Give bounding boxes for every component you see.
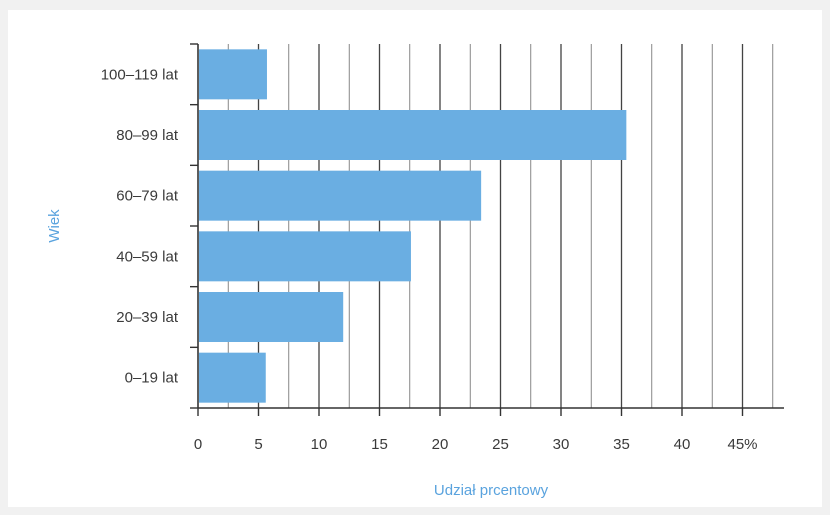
bars <box>199 49 627 403</box>
y-tick-label: 80–99 lat <box>116 127 179 144</box>
y-tick-label: 100–119 lat <box>101 66 179 83</box>
x-tick-label: 20 <box>432 436 449 453</box>
bar <box>199 231 411 282</box>
x-tick-label: 15 <box>371 436 388 453</box>
bar-chart: 100–119 lat 80–99 lat 60–79 lat 40–59 lat 20… <box>46 43 784 499</box>
x-tick-labels: 0 5 10 15 20 25 30 35 40 45% <box>194 436 758 453</box>
y-tick-label: 20–39 lat <box>116 309 179 326</box>
x-axis-title: Udział prcentowy <box>434 482 549 499</box>
x-tick-label: 10 <box>311 436 328 453</box>
x-tick-label: 40 <box>674 436 691 453</box>
x-tick-label: 30 <box>553 436 570 453</box>
y-tick-label: 0–19 lat <box>125 370 179 387</box>
bar <box>199 110 627 160</box>
y-axis-title: Wiek <box>46 209 63 243</box>
y-ticks <box>190 43 198 409</box>
bar <box>199 170 482 221</box>
y-tick-label: 60–79 lat <box>116 188 179 205</box>
bar <box>199 49 267 100</box>
x-ticks <box>197 408 744 416</box>
x-tick-label: 45% <box>727 436 757 453</box>
x-tick-label: 5 <box>254 436 262 453</box>
y-tick-labels: 100–119 lat 80–99 lat 60–79 lat 40–59 lat 20… <box>101 66 179 386</box>
y-tick-label: 40–59 lat <box>116 248 179 265</box>
bar <box>199 352 266 403</box>
grid-lines <box>227 44 774 408</box>
x-tick-label: 0 <box>194 436 202 453</box>
x-tick-label: 35 <box>613 436 630 453</box>
chart-card: 100–119 lat 80–99 lat 60–79 lat 40–59 lat 20… <box>8 10 822 507</box>
x-tick-label: 25 <box>492 436 509 453</box>
bar <box>199 292 344 342</box>
axes <box>197 44 784 409</box>
